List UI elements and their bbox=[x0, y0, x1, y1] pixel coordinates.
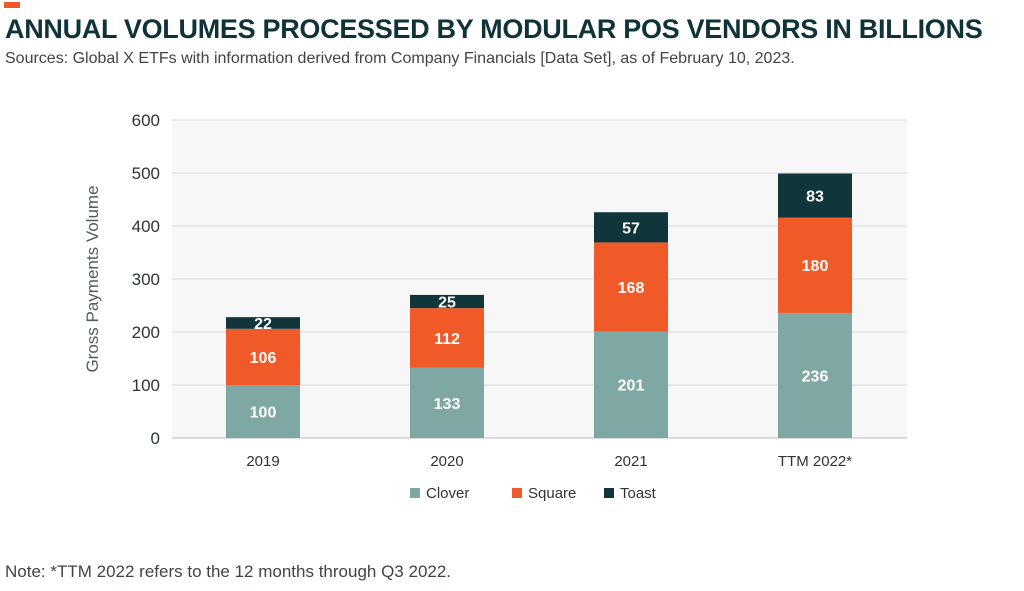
legend: Clover Square Toast bbox=[410, 485, 657, 502]
bar-toast bbox=[226, 317, 300, 329]
x-tick-label: 2019 bbox=[246, 453, 279, 470]
data-label-toast: 57 bbox=[622, 220, 640, 237]
legend-label: Toast bbox=[620, 485, 657, 502]
bar-clover bbox=[778, 312, 852, 438]
legend-item-square: Square bbox=[512, 485, 576, 502]
stacked-bar-chart: 0 100 200 300 400 500 600 Gross Payments Volum… bbox=[83, 111, 907, 502]
x-tick-label: 2021 bbox=[614, 453, 647, 470]
bar-clover bbox=[594, 331, 668, 438]
accent-bar bbox=[4, 2, 20, 8]
data-label-square: 112 bbox=[434, 331, 460, 348]
data-label-clover: 133 bbox=[434, 396, 461, 413]
data-label-toast: 83 bbox=[806, 189, 824, 206]
y-tick-label: 300 bbox=[132, 270, 160, 289]
chart-title: ANNUAL VOLUMES PROCESSED BY MODULAR POS … bbox=[5, 14, 983, 44]
y-axis-label: Gross Payments Volume bbox=[83, 185, 102, 372]
data-label-clover: 236 bbox=[802, 368, 829, 385]
footnote: Note: *TTM 2022 refers to the 12 months … bbox=[5, 562, 452, 581]
legend-swatch bbox=[512, 488, 522, 498]
chart-subtitle: Sources: Global X ETFs with information … bbox=[5, 50, 795, 67]
legend-label: Clover bbox=[426, 485, 469, 502]
legend-item-toast: Toast bbox=[604, 485, 657, 502]
bar-toast bbox=[778, 173, 852, 218]
legend-swatch bbox=[410, 488, 420, 498]
data-label-clover: 100 bbox=[250, 405, 277, 422]
bar-stack-2019: 100 106 22 bbox=[226, 316, 300, 438]
legend-swatch bbox=[604, 488, 614, 498]
bar-stack-2021: 201 168 57 bbox=[594, 212, 668, 438]
bar-stack-ttm-2022: 236 180 83 bbox=[778, 173, 852, 438]
legend-label: Square bbox=[528, 485, 576, 502]
bar-square bbox=[226, 328, 300, 385]
y-tick-label: 100 bbox=[132, 376, 160, 395]
legend-item-clover: Clover bbox=[410, 485, 469, 502]
y-tick-label: 400 bbox=[132, 217, 160, 236]
bar-stacks: 100 106 22 133 112 25 201 168 57 236 180 83 bbox=[226, 173, 852, 438]
bar-stack-2020: 133 112 25 bbox=[410, 295, 484, 438]
bar-toast bbox=[594, 212, 668, 243]
bar-square bbox=[410, 308, 484, 368]
x-tick-label: TTM 2022* bbox=[778, 453, 852, 470]
bar-clover bbox=[226, 385, 300, 438]
bar-square bbox=[594, 242, 668, 332]
y-tick-label: 600 bbox=[132, 111, 160, 130]
data-label-square: 168 bbox=[618, 280, 645, 297]
bar-toast bbox=[410, 294, 484, 309]
bar-square bbox=[778, 217, 852, 313]
x-tick-label: 2020 bbox=[430, 453, 463, 470]
bar-clover bbox=[410, 367, 484, 438]
x-axis-ticks: 2019 2020 2021 TTM 2022* bbox=[246, 453, 852, 470]
data-label-clover: 201 bbox=[618, 378, 645, 395]
data-label-toast: 22 bbox=[254, 316, 272, 333]
y-tick-label: 0 bbox=[151, 429, 160, 448]
data-label-square: 180 bbox=[802, 258, 829, 275]
data-label-toast: 25 bbox=[438, 295, 456, 312]
y-tick-label: 500 bbox=[132, 164, 160, 183]
y-axis-ticks: 0 100 200 300 400 500 600 bbox=[132, 111, 160, 448]
y-tick-label: 200 bbox=[132, 323, 160, 342]
data-label-square: 106 bbox=[250, 350, 277, 367]
